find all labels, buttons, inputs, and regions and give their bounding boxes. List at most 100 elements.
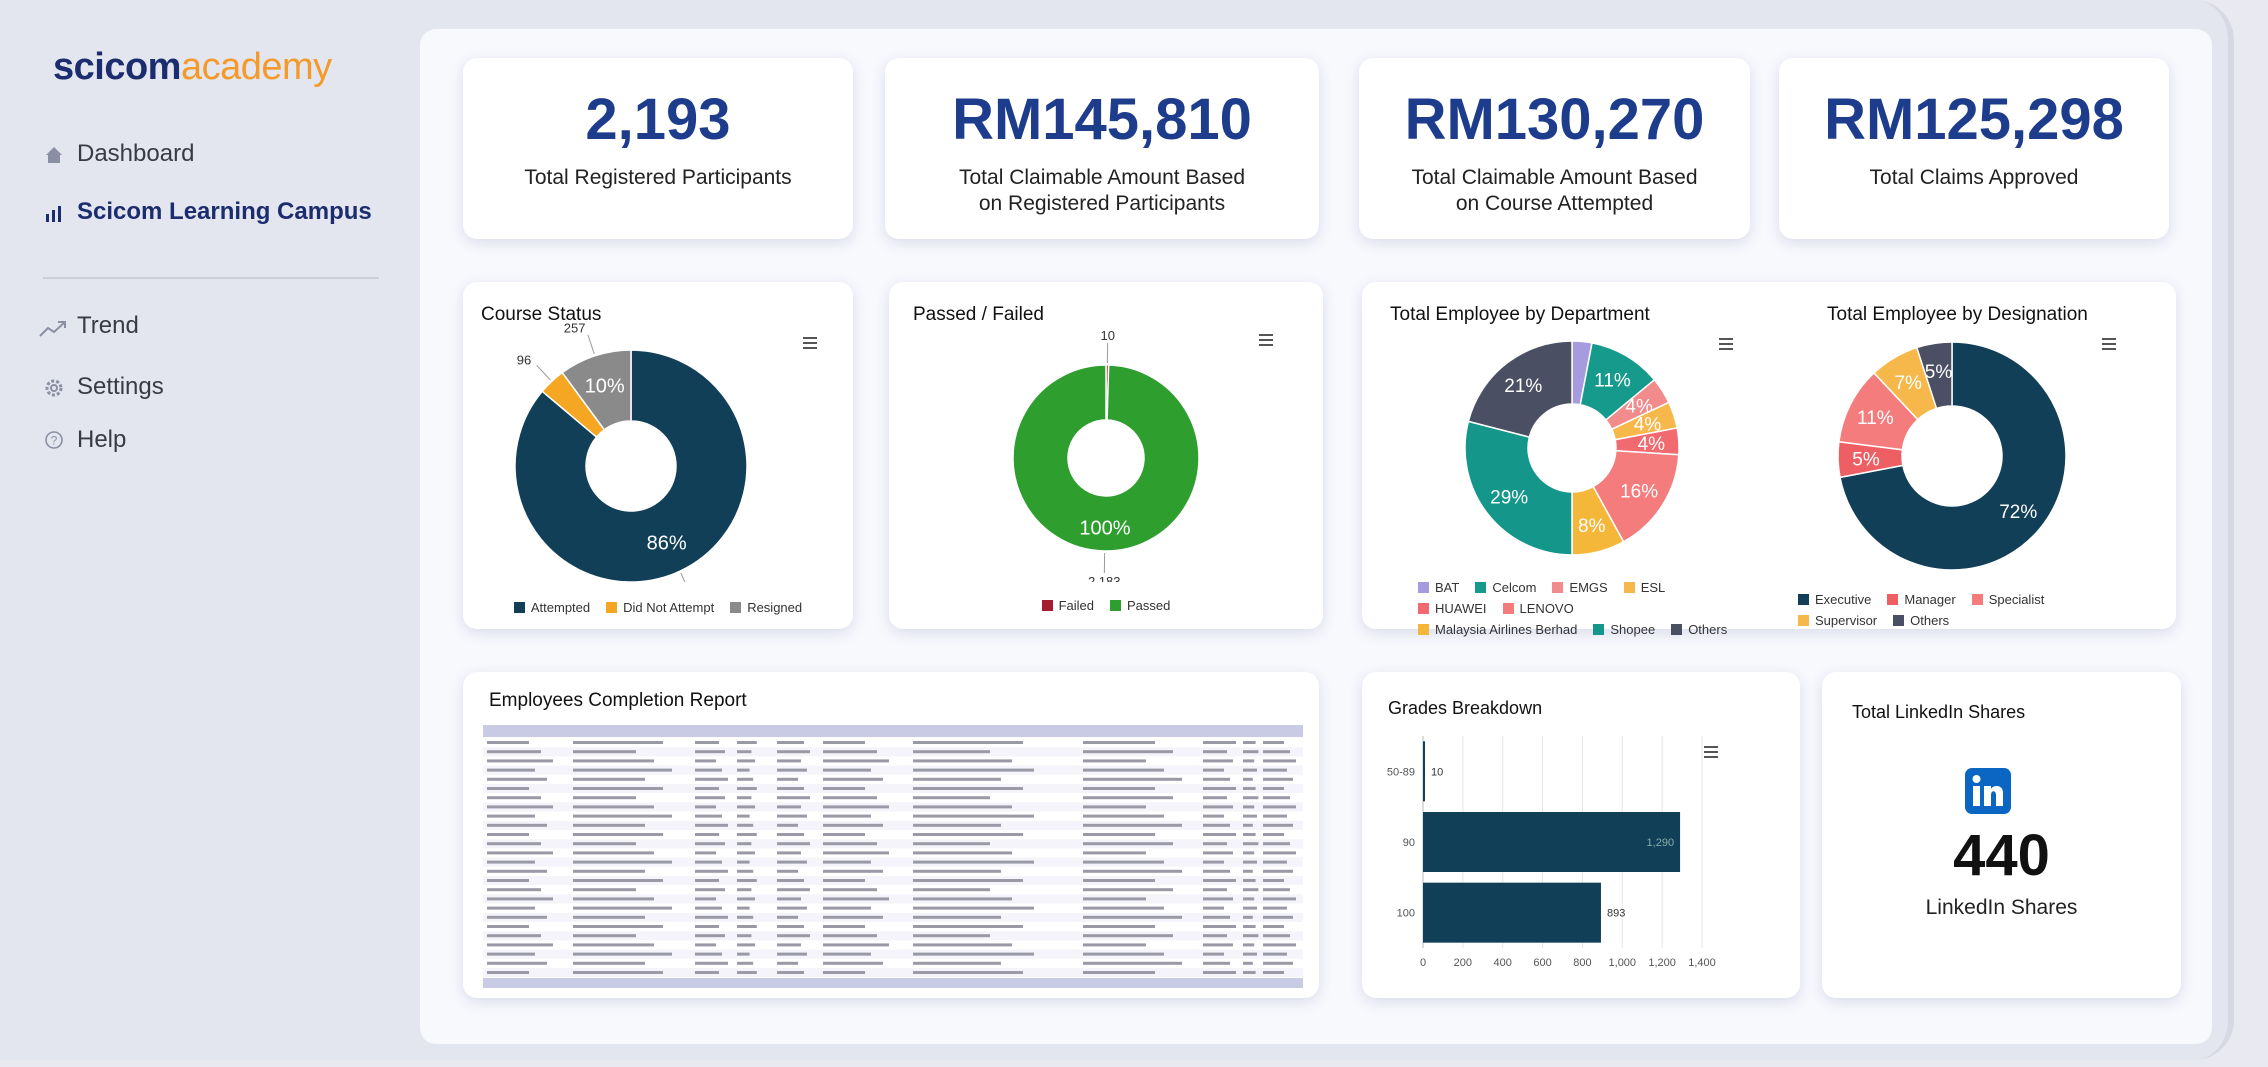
nav-item[interactable]: Scicom Learning Campus <box>77 198 372 225</box>
table-cell <box>695 915 728 919</box>
legend-label: Failed <box>1058 598 1095 613</box>
table-cell <box>737 952 750 956</box>
nav-item[interactable]: Dashboard <box>77 140 195 167</box>
table-cell <box>1203 787 1236 790</box>
nav-item[interactable]: Help <box>77 426 127 453</box>
table-cell <box>695 879 719 882</box>
table-cell <box>1083 925 1155 928</box>
table-cell <box>1263 777 1293 781</box>
table-cell <box>487 833 529 836</box>
table-cell <box>1083 952 1164 956</box>
legend-label: Shopee <box>1610 622 1656 637</box>
menu-icon <box>1704 751 1718 753</box>
table-cell <box>913 888 990 892</box>
table-cell <box>1083 971 1155 974</box>
table-cell <box>1243 851 1255 855</box>
table-cell <box>737 897 755 901</box>
table-cell <box>823 897 889 901</box>
table-cell <box>1243 897 1255 901</box>
table-cell <box>1203 897 1233 901</box>
table-cell <box>913 805 1012 809</box>
table-cell <box>1243 777 1253 781</box>
table-cell <box>573 860 672 864</box>
table-cell <box>573 888 636 892</box>
table-cell <box>487 777 547 781</box>
table-cell <box>1083 823 1182 827</box>
table-cell <box>777 906 807 910</box>
table-footer <box>483 978 1303 988</box>
value-label: 96 <box>517 352 531 367</box>
table-cell <box>1083 906 1164 910</box>
table-cell <box>1083 869 1182 873</box>
table-cell <box>737 787 757 790</box>
table-cell <box>573 805 654 809</box>
table-cell <box>913 768 1034 772</box>
kpi-label: Total Claimable Amount Based on Register… <box>959 166 1245 215</box>
menu-icon <box>2102 343 2116 345</box>
table-cell <box>487 750 541 754</box>
table-cell <box>1203 961 1230 965</box>
table-cell <box>737 915 754 919</box>
table-row <box>483 922 1303 932</box>
nav-item[interactable]: Trend <box>77 312 139 339</box>
table-cell <box>913 897 1012 901</box>
table-cell <box>1203 796 1227 800</box>
legend-item: Resigned <box>730 600 802 615</box>
chart-icon <box>46 206 61 222</box>
table-cell <box>573 906 672 910</box>
table-cell <box>777 796 810 800</box>
table-cell <box>1083 787 1155 790</box>
legend-label: EMGS <box>1569 580 1608 595</box>
kpi-card: 2,193 Total Registered Participants <box>463 58 853 239</box>
table-cell <box>1083 768 1164 772</box>
table-cell <box>573 796 636 800</box>
table-cell <box>695 777 728 781</box>
linkedin-title: Total LinkedIn Shares <box>1852 702 2026 722</box>
slice-label: 72% <box>1999 502 2037 523</box>
table-cell <box>913 952 1034 956</box>
linkedin-card: Total LinkedIn Shares 440 LinkedIn Share… <box>1822 672 2181 998</box>
table-cell <box>913 943 1012 947</box>
table-cell <box>823 750 877 754</box>
legend-label: Specialist <box>1988 592 2045 607</box>
table-cell <box>573 879 663 882</box>
table-cell <box>823 971 865 974</box>
table-cell <box>695 925 719 928</box>
table-cell <box>777 741 804 744</box>
table-cell <box>695 842 725 846</box>
table-cell <box>1263 943 1296 947</box>
table-cell <box>1083 833 1155 836</box>
table-row <box>483 765 1303 775</box>
slice-label: 29% <box>1490 488 1528 509</box>
table-cell <box>913 741 1023 744</box>
table-cell <box>1263 787 1284 790</box>
legend-label: Attempted <box>530 600 591 615</box>
table-cell <box>1243 961 1253 965</box>
table-cell <box>487 897 553 901</box>
table-cell <box>695 833 719 836</box>
nav-item[interactable]: Settings <box>77 373 164 400</box>
table-cell <box>777 759 801 763</box>
kpi-card: RM130,270 Total Claimable Amount Based on… <box>1359 58 1750 239</box>
legend-item: Shopee <box>1593 622 1655 637</box>
table-row <box>483 811 1303 821</box>
legend-label: Malaysia Airlines Berhad <box>1435 622 1578 637</box>
leader-line <box>680 572 686 582</box>
table-cell <box>487 943 553 947</box>
menu-icon <box>1704 746 1718 748</box>
table-cell <box>823 869 883 873</box>
table-row <box>483 940 1303 950</box>
table-cell <box>1083 750 1173 754</box>
table-cell <box>777 879 804 882</box>
table-cell <box>573 952 672 956</box>
x-tick-label: 1,200 <box>1648 957 1676 969</box>
table-cell <box>777 934 810 938</box>
y-tick-label: 100 <box>1397 908 1415 920</box>
table-cell <box>1083 879 1155 882</box>
table-cell <box>695 943 716 947</box>
menu-icon <box>2102 338 2116 340</box>
value-label: 10 <box>1101 328 1115 343</box>
legend-item: BAT <box>1418 580 1459 595</box>
legend-swatch <box>1502 603 1514 614</box>
